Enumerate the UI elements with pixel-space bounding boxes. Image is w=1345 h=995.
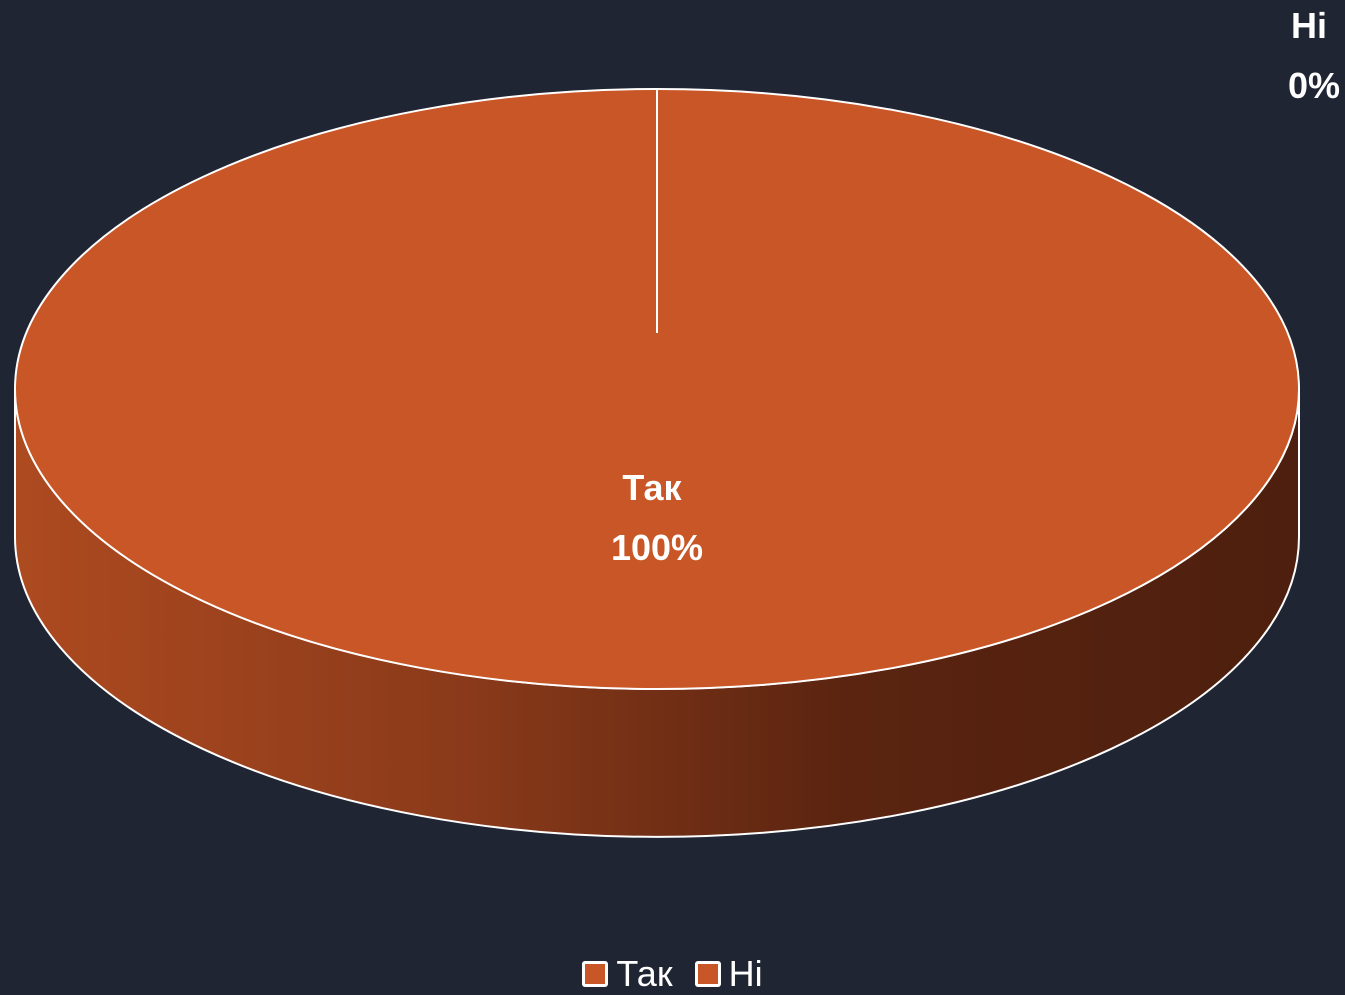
legend-swatch-tak bbox=[582, 961, 609, 987]
legend-item-ni: Ні bbox=[694, 953, 763, 995]
legend-swatch-ni bbox=[694, 961, 721, 987]
legend-label-ni: Ні bbox=[728, 953, 763, 994]
pie-slices bbox=[14, 88, 1300, 838]
data-label-tak: Так 100% bbox=[611, 467, 703, 568]
legend-item-tak: Так bbox=[582, 953, 673, 995]
legend: Так Ні bbox=[0, 953, 1345, 995]
legend-label-tak: Так bbox=[616, 953, 673, 994]
data-label-ni: Ні 0% bbox=[1288, 5, 1340, 106]
